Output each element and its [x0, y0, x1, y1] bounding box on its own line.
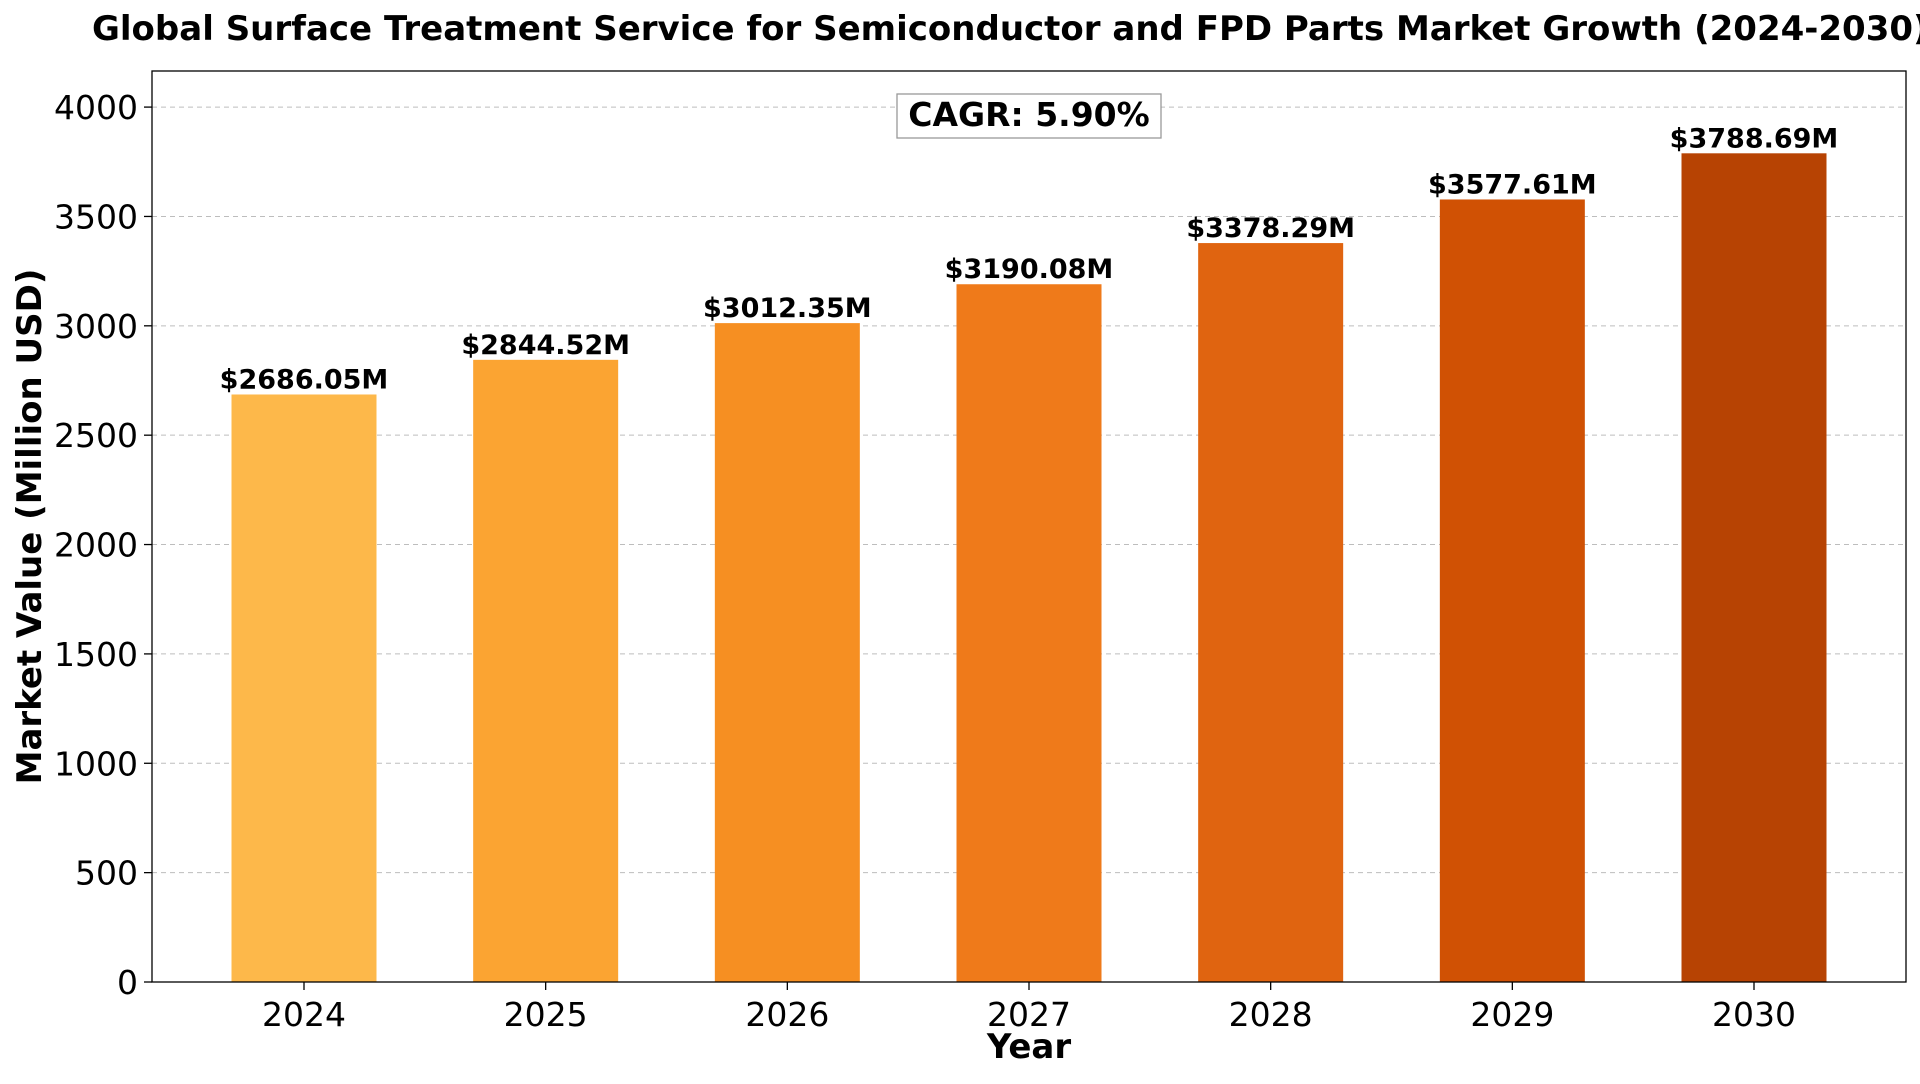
data-label-2024: $2686.05M — [220, 364, 389, 395]
cagr-annotation: CAGR: 5.90% — [896, 93, 1162, 139]
bars — [231, 153, 1827, 983]
y-tick-label: 500 — [75, 854, 138, 893]
chart-title: Global Surface Treatment Service for Sem… — [92, 9, 1920, 49]
y-tick-label: 4000 — [54, 88, 138, 127]
y-tick-label: 2000 — [54, 526, 138, 565]
x-tick-label-2024: 2024 — [262, 995, 346, 1034]
x-tick-label-2025: 2025 — [504, 995, 588, 1034]
y-tick-label: 3000 — [54, 307, 138, 346]
x-tick-label-2030: 2030 — [1712, 995, 1796, 1034]
data-labels: $2686.05M $2844.52M $3012.35M $3190.08M $337… — [220, 123, 1839, 395]
y-tick-label: 2500 — [54, 416, 138, 455]
y-axis-ticks: 0 500 1000 1500 2000 2500 3000 3500 4000 — [54, 88, 152, 1002]
x-tick-label-2027: 2027 — [987, 995, 1071, 1034]
bar-2027 — [956, 284, 1102, 982]
bar-2024 — [231, 394, 377, 982]
y-tick-label: 3500 — [54, 197, 138, 236]
data-label-2027: $3190.08M — [945, 254, 1114, 285]
bar-2028 — [1198, 243, 1344, 983]
bar-2026 — [714, 323, 860, 983]
y-tick-label: 0 — [117, 963, 138, 1002]
cagr-annotation-box — [896, 93, 1162, 139]
data-label-2030: $3788.69M — [1670, 123, 1839, 154]
y-tick-label: 1500 — [54, 635, 138, 674]
x-axis-ticks: 2024 2025 2026 2027 2028 2029 2030 — [262, 982, 1796, 1034]
bar-2029 — [1439, 199, 1585, 983]
y-axis-label: Market Value (Million USD) — [10, 269, 50, 785]
y-tick-label: 1000 — [54, 744, 138, 783]
data-label-2026: $3012.35M — [703, 293, 872, 324]
x-tick-label-2026: 2026 — [745, 995, 829, 1034]
bar-2025 — [473, 359, 619, 982]
data-label-2028: $3378.29M — [1186, 213, 1355, 244]
x-tick-label-2029: 2029 — [1470, 995, 1554, 1034]
data-label-2029: $3577.61M — [1428, 169, 1597, 200]
bar-2030 — [1681, 153, 1827, 983]
cagr-annotation-text: CAGR: 5.90% — [908, 95, 1149, 134]
data-label-2025: $2844.52M — [461, 330, 630, 361]
x-axis-label: Year — [986, 1027, 1072, 1067]
x-tick-label-2028: 2028 — [1229, 995, 1313, 1034]
